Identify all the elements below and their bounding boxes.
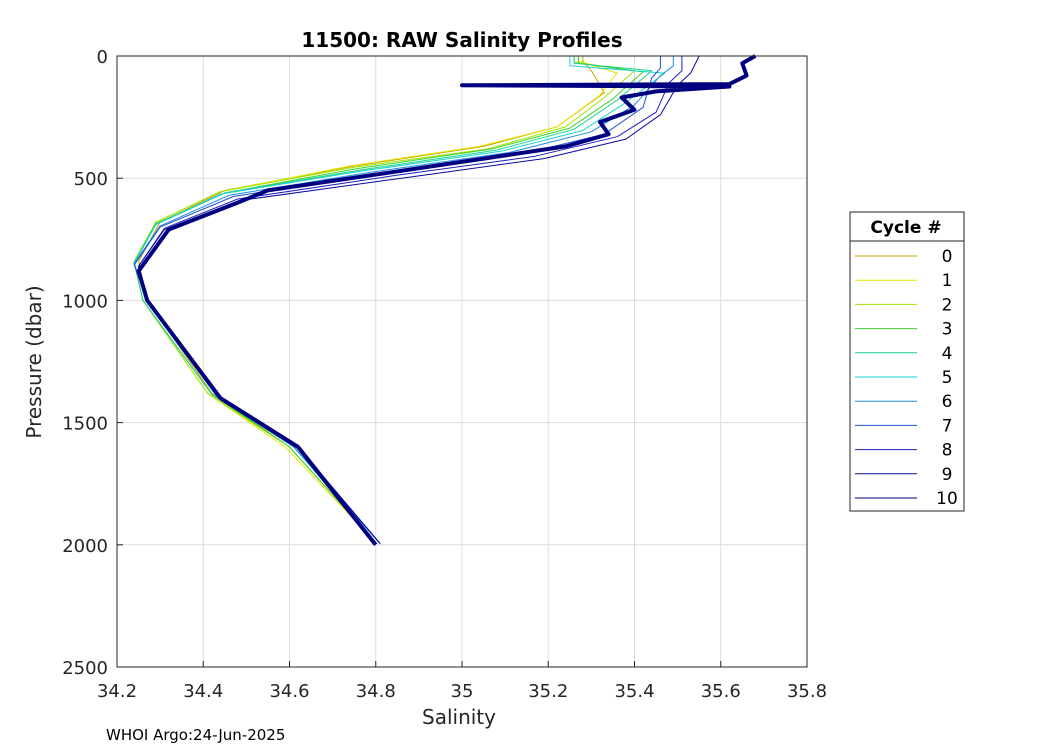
x-axis-label: Salinity bbox=[422, 705, 496, 729]
y-tick-label: 2000 bbox=[62, 536, 108, 557]
x-axis: 34.2 34.4 34.6 34.8 35 35.2 35.4 35.6 35.8 bbox=[97, 661, 827, 702]
x-tick-label: 34.8 bbox=[356, 681, 396, 702]
x-tick-label: 35 bbox=[451, 681, 474, 702]
legend-label-cycle-9: 9 bbox=[942, 465, 953, 485]
x-tick-label: 34.6 bbox=[269, 681, 309, 702]
x-tick-label: 35.8 bbox=[787, 681, 827, 702]
y-tick-label: 1000 bbox=[62, 291, 108, 312]
legend-label-cycle-2: 2 bbox=[942, 295, 953, 315]
legend-label-cycle-10: 10 bbox=[936, 489, 958, 509]
x-tick-label: 35.6 bbox=[701, 681, 741, 702]
series-layer bbox=[133, 54, 757, 547]
series-line-cycle-10 bbox=[136, 54, 757, 547]
y-tick-label: 2500 bbox=[62, 658, 108, 679]
y-tick-label: 1500 bbox=[62, 414, 108, 435]
legend-label-cycle-6: 6 bbox=[942, 392, 953, 412]
series-line-cycle-4 bbox=[133, 56, 653, 543]
legend: Cycle # 0 1 2 3 4 5 6 7 8 9 10 bbox=[849, 211, 965, 512]
y-tick-label: 500 bbox=[74, 169, 108, 190]
x-tick-label: 34.2 bbox=[97, 681, 137, 702]
legend-label-cycle-7: 7 bbox=[942, 416, 953, 436]
legend-label-cycle-4: 4 bbox=[942, 344, 953, 364]
x-tick-label: 34.4 bbox=[183, 681, 223, 702]
x-tick-label: 35.2 bbox=[528, 681, 568, 702]
legend-items: 0 1 2 3 4 5 6 7 8 9 10 bbox=[855, 247, 958, 509]
chart-title: 11500: RAW Salinity Profiles bbox=[301, 28, 622, 52]
legend-label-cycle-1: 1 bbox=[942, 271, 953, 291]
legend-box bbox=[849, 211, 965, 512]
legend-label-cycle-0: 0 bbox=[942, 247, 953, 267]
y-tick-label: 0 bbox=[97, 47, 108, 68]
y-axis-label: Pressure (dbar) bbox=[22, 285, 46, 438]
y-axis: 0 500 1000 1500 2000 2500 bbox=[62, 47, 123, 679]
series-line-cycle-2 bbox=[133, 56, 635, 543]
footer-text: WHOI Argo:24-Jun-2025 bbox=[106, 726, 286, 744]
x-tick-label: 35.4 bbox=[614, 681, 654, 702]
legend-label-cycle-3: 3 bbox=[942, 320, 953, 340]
legend-label-cycle-5: 5 bbox=[942, 368, 953, 388]
legend-label-cycle-8: 8 bbox=[942, 441, 953, 461]
legend-title: Cycle # bbox=[870, 218, 941, 238]
